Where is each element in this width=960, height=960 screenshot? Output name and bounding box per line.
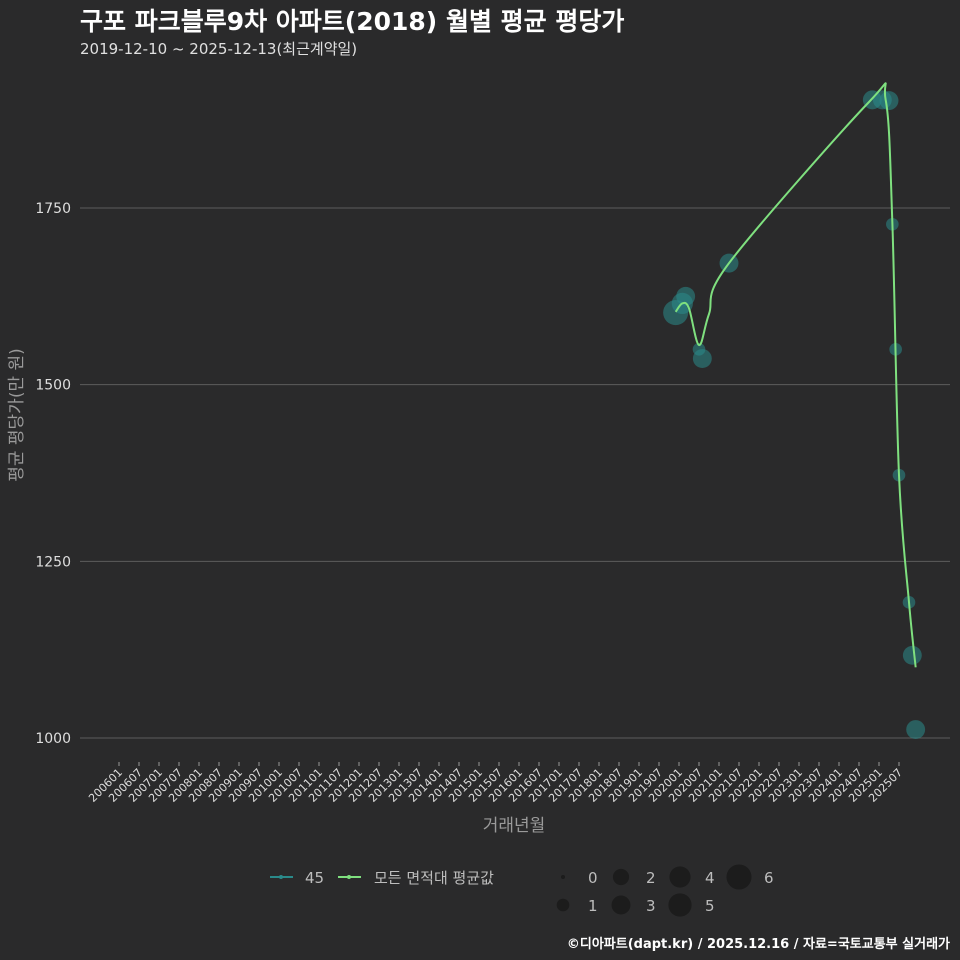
scatter-series-45 [663,90,926,739]
chart-title: 구포 파크블루9차 아파트(2018) 월별 평균 평당가 [80,7,625,36]
legend-label-45: 45 [305,869,324,887]
size-legend: 0 1 2 3 4 5 6 [556,864,774,917]
size-legend-bubble-icon [611,895,631,915]
size-legend-bubble-icon [612,868,630,886]
data-point [692,349,712,368]
size-legend-label: 0 [588,869,598,887]
size-legend-label: 1 [588,897,598,915]
legend-item-average[interactable]: 모든 면적대 평균값 [338,869,494,887]
x-axis-title: 거래년월 [483,816,546,836]
y-tick-label: 1000 [35,731,71,747]
y-axis: 1000 1250 1500 1750 [35,201,71,747]
data-point [676,286,696,306]
size-legend-bubble-icon [668,893,692,917]
legend-marker-icon [347,875,351,879]
line-series-average [674,82,917,668]
size-legend-label: 6 [764,869,774,887]
x-axis: 2006012006072007012007072008012008072009… [86,762,905,805]
size-legend-label: 4 [705,869,715,887]
size-legend-label: 3 [646,897,656,915]
y-tick-label: 1250 [35,554,71,570]
footer-credit: ©디아파트(dapt.kr) / 2025.12.16 / 자료=국토교통부 실… [566,937,950,952]
y-tick-label: 1750 [35,201,71,217]
size-legend-bubble-icon [561,875,565,879]
legend-item-45[interactable]: 45 [270,869,324,887]
size-legend-bubble-icon [556,898,570,912]
legend-marker-icon [279,875,283,879]
data-point [906,720,926,739]
y-tick-label: 1500 [35,378,71,394]
size-legend-label: 2 [646,869,656,887]
gridlines [80,207,950,739]
size-legend-label: 5 [705,897,715,915]
y-axis-title: 평균 평당가(만 원) [7,348,27,482]
size-legend-bubble-icon [726,864,752,890]
size-legend-bubble-icon [669,866,691,888]
chart-subtitle: 2019-12-10 ~ 2025-12-13(최근계약일) [80,40,358,58]
data-point [902,645,922,665]
legend-label-average: 모든 면적대 평균값 [374,869,494,887]
data-point [879,91,899,111]
